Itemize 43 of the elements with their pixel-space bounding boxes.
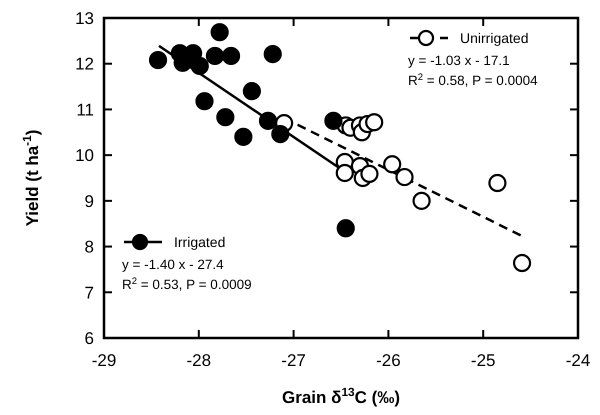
y-tick-label: 10 bbox=[75, 146, 94, 166]
point bbox=[148, 50, 168, 70]
point bbox=[512, 254, 532, 272]
point bbox=[258, 112, 278, 130]
point bbox=[488, 174, 507, 192]
annotation: y = -1.40 x - 27.4 bbox=[122, 257, 224, 272]
y-tick-label: 9 bbox=[84, 192, 94, 211]
point bbox=[336, 164, 354, 182]
point bbox=[234, 128, 252, 146]
point bbox=[195, 92, 214, 110]
point bbox=[412, 192, 431, 210]
x-axis-title: Grain δ$^{13}$C (‰) bbox=[282, 385, 400, 407]
y-tick-label: 8 bbox=[84, 238, 94, 257]
x-tick-label: -28 bbox=[186, 351, 212, 370]
point bbox=[190, 56, 209, 76]
x-tick-label: -26 bbox=[376, 351, 401, 370]
point bbox=[210, 23, 229, 42]
point bbox=[242, 82, 261, 100]
y-tick-label: 11 bbox=[76, 100, 94, 120]
x-tick-label: -27 bbox=[281, 351, 306, 370]
y-tick-label: 6 bbox=[84, 329, 94, 348]
annotation: y = -1.03 x - 17.1 bbox=[408, 53, 510, 68]
point bbox=[216, 108, 234, 126]
point bbox=[206, 46, 224, 66]
point bbox=[383, 155, 402, 174]
point bbox=[395, 168, 414, 186]
legend-label: Irrigated bbox=[174, 234, 226, 250]
x-tick-label: -25 bbox=[470, 351, 496, 370]
point bbox=[222, 46, 240, 66]
point bbox=[324, 112, 343, 130]
annotation: R$^{2}$ = 0.58, P = 0.0004 bbox=[408, 72, 538, 88]
point bbox=[336, 219, 355, 238]
x-tick-label: -24 bbox=[566, 351, 590, 370]
point bbox=[264, 45, 282, 64]
y-tick-label: 12 bbox=[75, 54, 94, 74]
y-tick-label: 13 bbox=[75, 9, 94, 28]
y-tick-label: 7 bbox=[84, 283, 94, 302]
point bbox=[365, 113, 384, 132]
point bbox=[271, 125, 290, 144]
annotation: R$^{2}$ = 0.53, P = 0.0009 bbox=[122, 276, 252, 292]
point bbox=[360, 164, 379, 183]
legend-label: Unirrigated bbox=[460, 30, 528, 46]
x-tick-label: -29 bbox=[92, 351, 116, 370]
